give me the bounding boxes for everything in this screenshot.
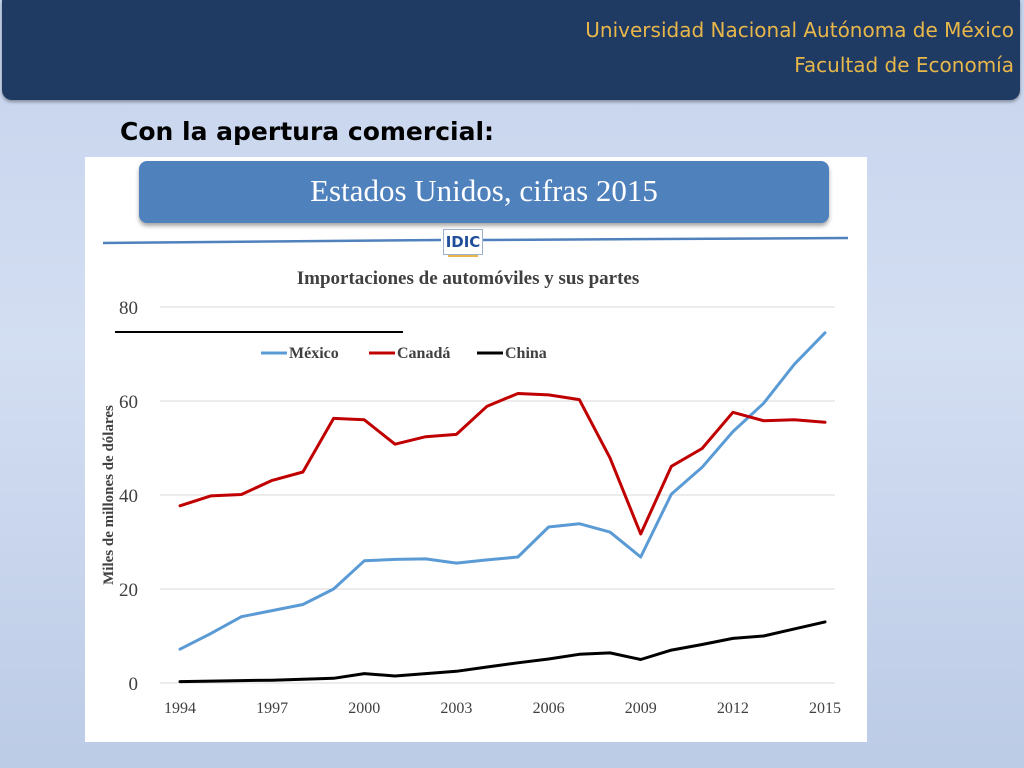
series-line-canadá bbox=[178, 392, 827, 536]
banner-title: Estados Unidos, cifras 2015 bbox=[310, 173, 658, 208]
chart-banner: Estados Unidos, cifras 2015 bbox=[139, 161, 829, 223]
chart-panel: Estados Unidos, cifras 2015 Importacione… bbox=[85, 157, 867, 742]
university-name: Universidad Nacional Autónoma de México bbox=[585, 18, 1014, 42]
legend-label: China bbox=[505, 345, 547, 362]
y-tick-label: 0 bbox=[129, 674, 139, 695]
legend-label: Canadá bbox=[397, 345, 450, 362]
x-tick-label: 2000 bbox=[348, 700, 380, 717]
x-tick-label: 2006 bbox=[533, 700, 565, 717]
faculty-name: Facultad de Economía bbox=[794, 53, 1014, 77]
y-tick-label: 80 bbox=[119, 298, 138, 319]
x-tick-label: 2009 bbox=[625, 700, 657, 717]
series-line-china bbox=[178, 620, 827, 684]
line-chart: Importaciones de automóviles y sus parte… bbox=[101, 236, 849, 717]
idic-logo: IDIC bbox=[443, 229, 483, 257]
y-axis-label: Miles de millones de dólares bbox=[101, 405, 117, 585]
x-tick-label: 1994 bbox=[164, 700, 196, 717]
x-tick-label: 2015 bbox=[809, 700, 841, 717]
divider-line-left bbox=[102, 238, 442, 245]
series-line-méxico bbox=[178, 331, 827, 651]
x-tick-label: 2012 bbox=[717, 700, 749, 717]
header-bar: Universidad Nacional Autónoma de México … bbox=[2, 0, 1020, 100]
divider-line-right bbox=[482, 236, 849, 242]
legend-label: México bbox=[289, 345, 339, 362]
y-tick-label: 20 bbox=[119, 580, 138, 601]
slide-title: Con la apertura comercial: bbox=[120, 117, 495, 146]
x-tick-label: 1997 bbox=[256, 700, 288, 717]
chart-title: Importaciones de automóviles y sus parte… bbox=[297, 268, 640, 289]
x-tick-label: 2003 bbox=[440, 700, 472, 717]
y-tick-label: 40 bbox=[119, 486, 138, 507]
y-tick-label: 60 bbox=[119, 392, 138, 413]
